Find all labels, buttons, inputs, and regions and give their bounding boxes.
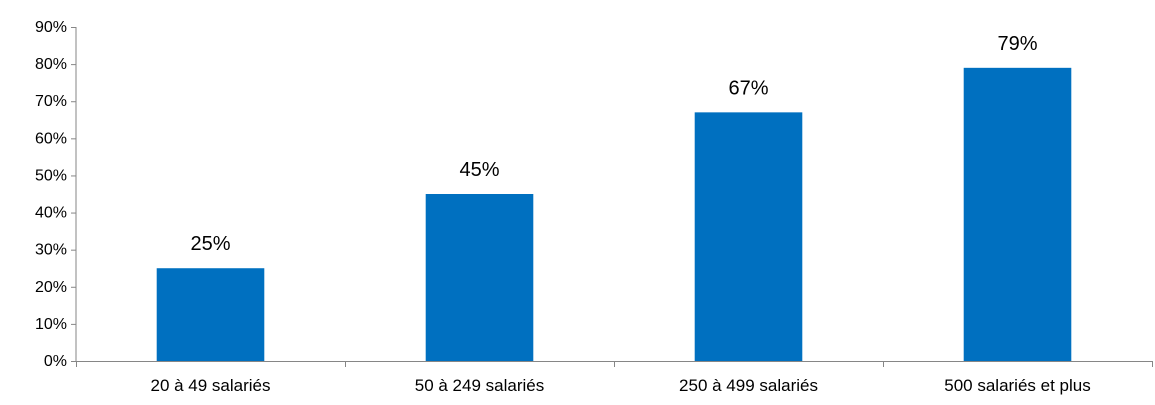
data-labels: 25% 45% 67% 79% bbox=[190, 33, 1037, 255]
y-tick-label: 80% bbox=[35, 56, 67, 73]
x-tick-label: 20 à 49 salariés bbox=[150, 376, 270, 395]
y-tick-label: 50% bbox=[35, 167, 67, 184]
x-tick-label: 50 à 249 salariés bbox=[415, 376, 544, 395]
bar bbox=[425, 194, 534, 361]
data-label: 25% bbox=[190, 233, 230, 255]
y-tick-label: 40% bbox=[35, 205, 67, 222]
x-tick-label: 250 à 499 salariés bbox=[679, 376, 818, 395]
bar-series bbox=[156, 67, 1072, 362]
y-tick-label: 20% bbox=[35, 279, 67, 296]
data-label: 67% bbox=[728, 77, 768, 99]
x-axis: 20 à 49 salariés 50 à 249 salariés 250 à 4… bbox=[76, 361, 1153, 395]
y-tick-label: 0% bbox=[44, 353, 67, 370]
y-tick-label: 70% bbox=[35, 93, 67, 110]
y-tick-label: 30% bbox=[35, 242, 67, 259]
data-label: 79% bbox=[997, 33, 1037, 55]
data-label: 45% bbox=[459, 159, 499, 181]
y-axis: 0% 10% 20% 30% 40% 50% 60% 70% 80% 90% bbox=[35, 19, 77, 370]
bar bbox=[156, 268, 265, 361]
y-tick-label: 10% bbox=[35, 316, 67, 333]
bar bbox=[963, 67, 1072, 362]
x-tick-label: 500 salariés et plus bbox=[944, 376, 1090, 395]
y-tick-label: 60% bbox=[35, 130, 67, 147]
y-tick-label: 90% bbox=[35, 19, 67, 36]
bar bbox=[694, 112, 803, 361]
